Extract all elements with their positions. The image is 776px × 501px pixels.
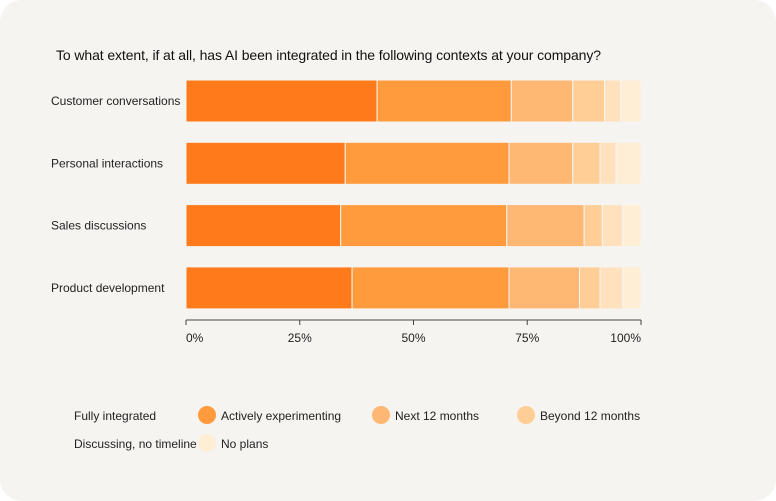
bar-segment	[185, 141, 346, 185]
category-label: Customer conversations	[51, 94, 180, 108]
bar-segment	[351, 266, 510, 310]
legend-swatch	[198, 406, 216, 424]
bar-segment	[185, 79, 378, 123]
bar-segment	[508, 266, 581, 310]
bar-segment	[510, 79, 574, 123]
bar-segment	[185, 266, 353, 310]
category-labels: Customer conversations Personal interacti…	[51, 94, 180, 295]
bar-segment	[601, 204, 624, 248]
bar-segment	[599, 266, 624, 310]
legend-label: Beyond 12 months	[540, 409, 641, 423]
bar-segment	[185, 204, 342, 248]
bar-segment	[583, 204, 603, 248]
bar-segment	[508, 141, 574, 185]
chart-title: To what extent, if at all, has AI been i…	[56, 47, 601, 63]
bars-group	[185, 79, 642, 310]
x-tick-label: 50%	[401, 331, 425, 345]
bar-segment	[599, 141, 617, 185]
bar-segment	[340, 204, 508, 248]
bar-segment	[506, 204, 585, 248]
bar-segment	[376, 79, 512, 123]
bar-segment	[615, 141, 642, 185]
legend-label: Fully integrated	[74, 409, 157, 423]
x-tick-label: 75%	[515, 331, 539, 345]
legend-label: Next 12 months	[395, 409, 480, 423]
bar-segment	[604, 79, 622, 123]
legend-label: Actively experimenting	[221, 409, 342, 423]
bar-segment	[572, 79, 606, 123]
bar-segment	[572, 141, 601, 185]
category-label: Personal interactions	[51, 156, 163, 170]
x-axis-ticks: 0% 25% 50% 75% 100%	[185, 320, 642, 345]
x-tick-label: 25%	[288, 331, 312, 345]
legend-swatch	[517, 406, 535, 424]
category-label: Product development	[51, 281, 165, 295]
bar-segment	[344, 141, 510, 185]
legend-label: Discussing, no timeline	[74, 437, 197, 451]
legend: Fully integrated Actively experimenting Ne…	[74, 404, 714, 458]
bar-segment	[579, 266, 601, 310]
x-tick-label: 100%	[610, 331, 641, 345]
x-tick-label: 0%	[186, 331, 204, 345]
legend-swatch	[198, 434, 216, 452]
bar-segment	[622, 204, 642, 248]
bar-segment	[620, 79, 642, 123]
bar-segment	[622, 266, 642, 310]
category-label: Sales discussions	[51, 219, 146, 233]
legend-label: No plans	[221, 437, 269, 451]
legend-swatch	[372, 406, 390, 424]
